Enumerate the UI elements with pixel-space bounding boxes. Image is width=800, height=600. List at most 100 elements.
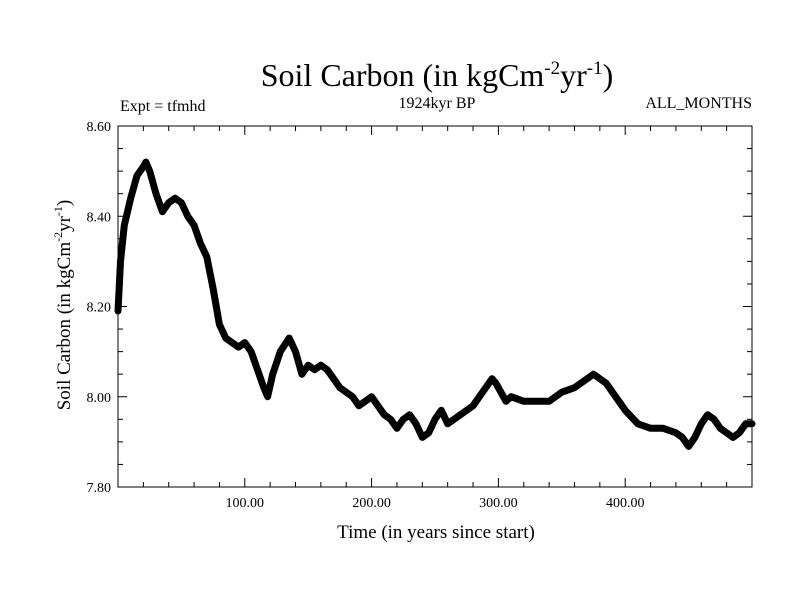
data-point — [179, 201, 183, 205]
data-point — [522, 399, 526, 403]
data-point — [725, 431, 729, 435]
period-label: 1924kyr BP — [399, 95, 476, 112]
data-point — [287, 336, 291, 340]
data-point — [167, 201, 171, 205]
y-tick-label: 8.20 — [87, 301, 112, 316]
data-point — [534, 399, 538, 403]
x-tick-label: 300.00 — [479, 496, 518, 511]
y-axis-label: Soil Carbon (in kgCm-2yr-1) — [51, 200, 75, 411]
data-point — [198, 241, 202, 245]
data-point — [389, 417, 393, 421]
data-point — [319, 363, 323, 367]
data-point — [211, 286, 215, 290]
data-point — [237, 345, 240, 349]
x-tick-label: 100.00 — [226, 496, 265, 511]
data-point — [458, 413, 462, 417]
data-point — [332, 377, 336, 381]
months-label: ALL_MONTHS — [645, 95, 752, 112]
x-tick-label: 400.00 — [606, 496, 645, 511]
data-point — [249, 350, 253, 354]
data-point — [433, 417, 437, 421]
data-point — [325, 368, 329, 372]
data-point — [494, 381, 498, 385]
data-point — [141, 165, 145, 169]
data-point — [376, 404, 380, 408]
data-point — [731, 435, 735, 439]
data-point — [148, 169, 152, 173]
data-point — [499, 390, 503, 394]
chart-title: Soil Carbon (in kgCm-2yr-1) — [261, 57, 614, 93]
data-point — [122, 223, 126, 227]
data-point — [611, 390, 614, 394]
data-point — [217, 323, 221, 326]
data-point — [547, 399, 551, 403]
data-point — [230, 341, 234, 345]
data-point — [439, 408, 443, 412]
data-point — [420, 435, 424, 439]
data-point — [414, 422, 418, 426]
data-point — [592, 372, 595, 376]
data-point — [313, 368, 316, 372]
data-point — [129, 196, 133, 200]
data-point — [395, 426, 399, 430]
data-point — [135, 174, 139, 178]
data-point — [674, 431, 678, 435]
data-point — [363, 399, 367, 403]
data-point — [266, 395, 270, 399]
data-point — [192, 223, 196, 227]
data-point — [351, 395, 355, 399]
data-point — [408, 413, 412, 417]
data-point — [490, 377, 494, 381]
data-point — [357, 404, 361, 408]
data-series — [114, 158, 756, 450]
data-point — [262, 386, 266, 390]
data-point — [560, 390, 564, 394]
data-point — [687, 444, 691, 448]
data-point — [636, 422, 640, 426]
data-point — [661, 426, 665, 430]
data-point — [452, 417, 456, 421]
y-tick-label: 7.80 — [87, 481, 112, 496]
x-tick-label: 200.00 — [352, 496, 391, 511]
data-point — [750, 422, 754, 426]
data-point — [712, 417, 716, 421]
data-point — [623, 408, 627, 412]
data-point — [573, 386, 576, 390]
axis-ticks — [118, 126, 752, 487]
data-point — [224, 336, 228, 340]
data-point — [649, 426, 653, 430]
data-point — [598, 377, 602, 381]
data-point — [278, 350, 282, 354]
data-point — [585, 377, 589, 381]
data-point — [144, 160, 148, 164]
soil-carbon-line — [114, 158, 756, 450]
data-point — [446, 422, 450, 426]
y-tick-label: 8.40 — [87, 210, 112, 225]
data-point — [693, 435, 697, 439]
data-point — [271, 372, 275, 376]
x-axis-label: Time (in years since start) — [337, 522, 535, 543]
data-point — [306, 363, 310, 367]
data-point — [243, 341, 247, 345]
data-point — [116, 309, 120, 313]
data-point — [718, 426, 722, 430]
data-point — [737, 431, 741, 435]
data-point — [509, 395, 513, 399]
data-point — [401, 417, 405, 421]
data-point — [382, 413, 386, 417]
data-point — [427, 431, 431, 435]
data-point — [154, 192, 158, 196]
data-point — [477, 395, 481, 399]
data-point — [186, 214, 190, 218]
data-point — [680, 435, 684, 439]
axis-tick-labels: 100.00 200.00 300.00 400.00 7.80 8.00 8.20 8.40… — [87, 120, 645, 511]
data-point — [344, 390, 348, 394]
data-point — [160, 210, 164, 214]
data-point — [205, 255, 209, 259]
data-point — [338, 386, 342, 390]
data-point — [294, 350, 297, 354]
data-point — [256, 368, 259, 372]
data-point — [173, 196, 177, 200]
data-point — [370, 395, 374, 399]
